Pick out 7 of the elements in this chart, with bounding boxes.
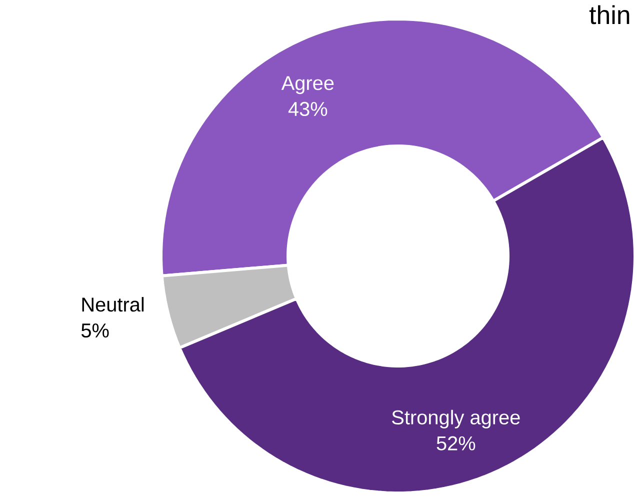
data-label: 5%	[81, 324, 109, 338]
slice-label: Strongly agree	[392, 410, 520, 428]
text: thin	[589, 5, 630, 24]
data-label: 43%	[288, 102, 328, 116]
data-label: 52%	[436, 436, 476, 450]
slice-label: Neutral	[82, 297, 144, 312]
slice-label: Agree	[281, 76, 334, 94]
